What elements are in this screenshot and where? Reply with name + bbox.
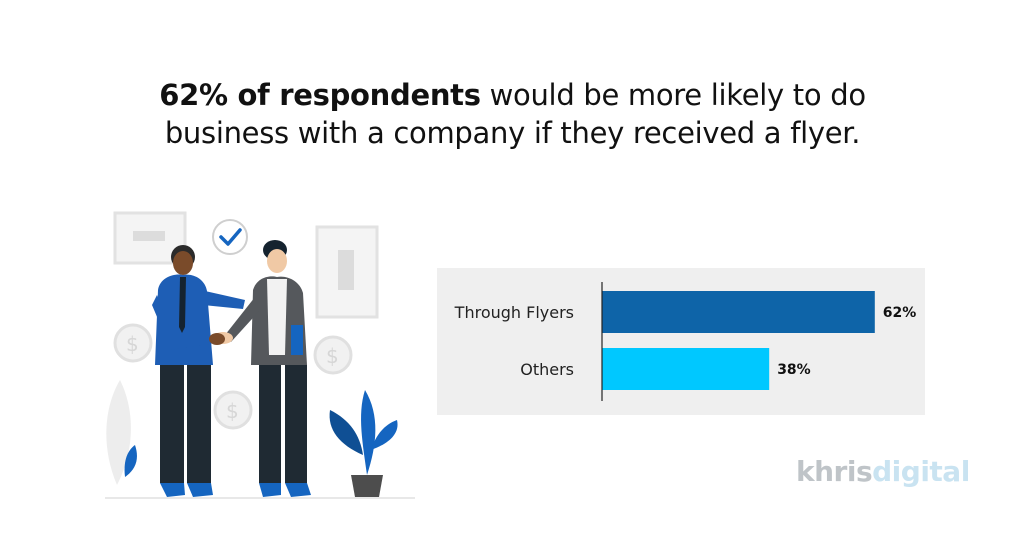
bar-chart: Through Flyers 62% Others 38% (454, 282, 917, 401)
business-handshake-illustration: $ $ $ (105, 211, 415, 499)
bar-others (602, 348, 770, 390)
headline-bold: 62% of respondents (159, 78, 481, 112)
headline-line-1-rest: would be more likely to do (480, 78, 866, 112)
svg-text:$: $ (126, 332, 139, 356)
svg-text:$: $ (226, 399, 239, 423)
bar-through-flyers (602, 291, 875, 333)
chart-panel: Through Flyers 62% Others 38% (437, 268, 925, 415)
category-label: Others (520, 360, 574, 379)
khrisdigital-logo: khrisdigital (796, 455, 970, 488)
category-label: Through Flyers (454, 303, 574, 322)
logo-part-2: digital (872, 455, 970, 488)
svg-text:$: $ (326, 344, 339, 368)
data-label: 38% (777, 362, 811, 378)
data-label: 62% (883, 305, 917, 321)
headline: 62% of respondents would be more likely … (0, 76, 1025, 152)
headline-line-2: business with a company if they received… (164, 116, 861, 150)
headline-line-1: 62% of respondents would be more likely … (0, 76, 1025, 114)
logo-part-1: khris (796, 455, 873, 488)
